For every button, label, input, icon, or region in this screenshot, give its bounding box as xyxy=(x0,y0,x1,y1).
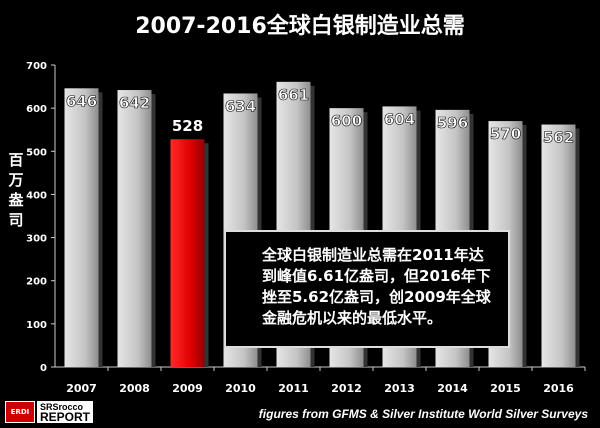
data-label: 661 xyxy=(278,86,309,104)
logo-line2: REPORT xyxy=(40,410,91,424)
source-note: figures from GFMS & Silver Institute Wor… xyxy=(258,407,588,421)
data-label: 596 xyxy=(437,114,468,132)
y-tick-label: 200 xyxy=(26,277,47,288)
y-tick-label: 600 xyxy=(26,104,47,115)
x-tick-label: 2010 xyxy=(225,382,256,395)
y-tick-label: 700 xyxy=(26,61,47,72)
logo-badge: ERDI xyxy=(5,401,35,423)
data-label: 642 xyxy=(119,94,150,112)
srsrocco-logo: ERDI SRSrocco REPORT xyxy=(5,401,94,424)
data-label: 604 xyxy=(384,110,415,128)
x-tick-label: 2008 xyxy=(119,382,150,395)
bar-2009 xyxy=(170,139,205,367)
y-tick-label: 100 xyxy=(26,320,47,331)
x-tick-label: 2007 xyxy=(66,382,97,395)
bar-2016 xyxy=(541,124,576,367)
data-label: 634 xyxy=(225,97,256,115)
data-label: 562 xyxy=(543,129,574,147)
bar-2008 xyxy=(117,90,152,367)
x-tick-label: 2012 xyxy=(331,382,362,395)
y-tick-label: 0 xyxy=(40,363,47,374)
x-tick-label: 2014 xyxy=(437,382,468,395)
annotation-box: 全球白银制造业总需在2011年达到峰值6.61亿盎司，但2016年下挫至5.62… xyxy=(224,230,510,348)
data-label: 528 xyxy=(172,117,203,135)
x-tick-label: 2015 xyxy=(490,382,521,395)
data-label: 600 xyxy=(331,112,362,130)
y-tick-label: 500 xyxy=(26,147,47,158)
y-axis-label: 百万盎司 xyxy=(8,151,24,229)
x-tick-label: 2016 xyxy=(543,382,574,395)
data-label: 646 xyxy=(66,92,97,110)
x-tick-label: 2009 xyxy=(172,382,203,395)
x-tick-label: 2011 xyxy=(278,382,309,395)
chart-title: 2007-2016全球白银制造业总需 xyxy=(135,14,465,39)
y-tick-label: 300 xyxy=(26,234,47,245)
y-tick-label: 400 xyxy=(26,190,47,201)
x-tick-label: 2013 xyxy=(384,382,415,395)
data-label: 570 xyxy=(490,125,521,143)
bar-2007 xyxy=(64,88,99,367)
logo-line1: SRSrocco xyxy=(40,402,84,412)
